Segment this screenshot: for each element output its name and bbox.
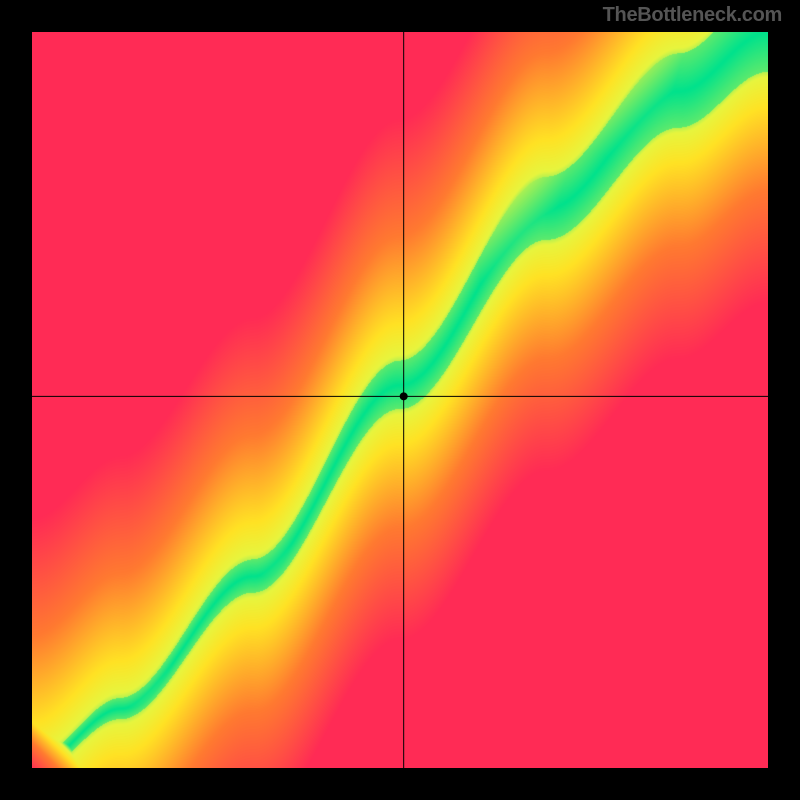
chart-frame: TheBottleneck.com [0,0,800,800]
bottleneck-heatmap [32,32,768,768]
watermark-text: TheBottleneck.com [603,4,782,27]
